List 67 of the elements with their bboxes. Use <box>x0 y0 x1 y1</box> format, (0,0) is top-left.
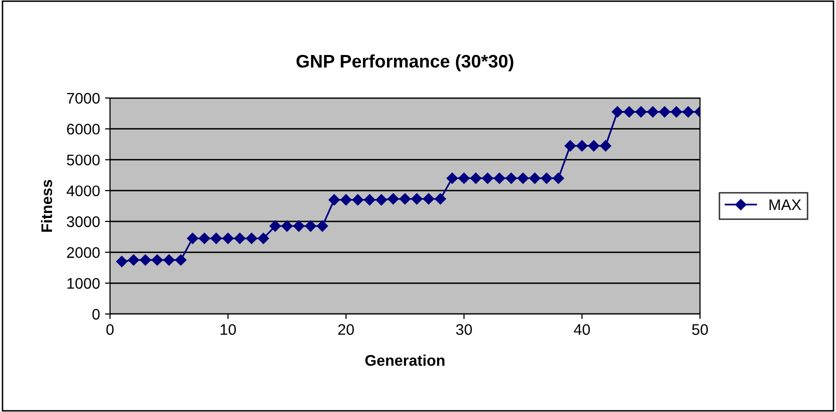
point <box>517 172 529 184</box>
y-tick-label: 6000 <box>67 124 100 135</box>
y-tick-label: 2000 <box>67 247 100 258</box>
point <box>470 172 482 184</box>
point <box>399 193 411 205</box>
point <box>152 254 163 266</box>
point <box>304 220 316 232</box>
y-tick-label: 0 <box>92 308 100 320</box>
x-tick-label: 40 <box>574 324 590 335</box>
point <box>352 194 364 206</box>
point <box>364 194 376 206</box>
point <box>163 254 175 266</box>
point <box>600 140 612 152</box>
point <box>234 232 246 244</box>
point <box>576 140 588 152</box>
point <box>388 193 399 205</box>
point <box>624 106 635 118</box>
point <box>506 172 517 184</box>
point <box>258 232 270 244</box>
x-axis-title: Generation <box>365 354 444 366</box>
point <box>246 232 258 244</box>
point <box>635 106 647 118</box>
point <box>446 172 458 184</box>
y-tick-label: 4000 <box>66 185 100 196</box>
x-tick-label: 0 <box>106 324 114 335</box>
point <box>411 193 422 205</box>
point <box>482 172 494 184</box>
chart-title: GNP Performance (30*30) <box>296 54 514 72</box>
point <box>175 254 186 266</box>
x-tick-label: 30 <box>456 324 472 335</box>
point <box>458 172 470 184</box>
point <box>434 193 446 205</box>
y-tick-label: 5000 <box>66 154 100 166</box>
point <box>552 172 564 184</box>
point <box>494 172 506 184</box>
point <box>588 140 600 152</box>
point <box>140 254 152 266</box>
point <box>340 194 352 206</box>
y-tick-label: 7000 <box>67 92 100 104</box>
point <box>647 106 658 118</box>
y-axis-title: Fitness <box>40 180 52 232</box>
point <box>376 194 388 206</box>
point <box>682 106 694 118</box>
x-tick-label: 10 <box>220 324 236 335</box>
point <box>198 232 210 244</box>
x-tick-label: 20 <box>338 324 354 335</box>
point <box>116 256 128 268</box>
point <box>270 220 281 232</box>
point <box>564 140 576 152</box>
point <box>612 106 624 118</box>
point <box>293 220 304 232</box>
point <box>186 232 198 244</box>
legend-label: MAX <box>770 199 802 210</box>
point <box>540 172 552 184</box>
point <box>281 220 293 232</box>
point <box>422 193 434 205</box>
point <box>529 172 540 184</box>
point <box>670 106 682 118</box>
point <box>316 220 328 232</box>
y-tick-label: 1000 <box>67 278 100 289</box>
y-tick-label: 3000 <box>66 216 100 228</box>
point <box>658 106 670 118</box>
point <box>128 254 140 266</box>
x-tick-label: 50 <box>692 324 708 335</box>
point <box>222 232 234 244</box>
point <box>328 194 340 206</box>
point <box>210 232 222 244</box>
